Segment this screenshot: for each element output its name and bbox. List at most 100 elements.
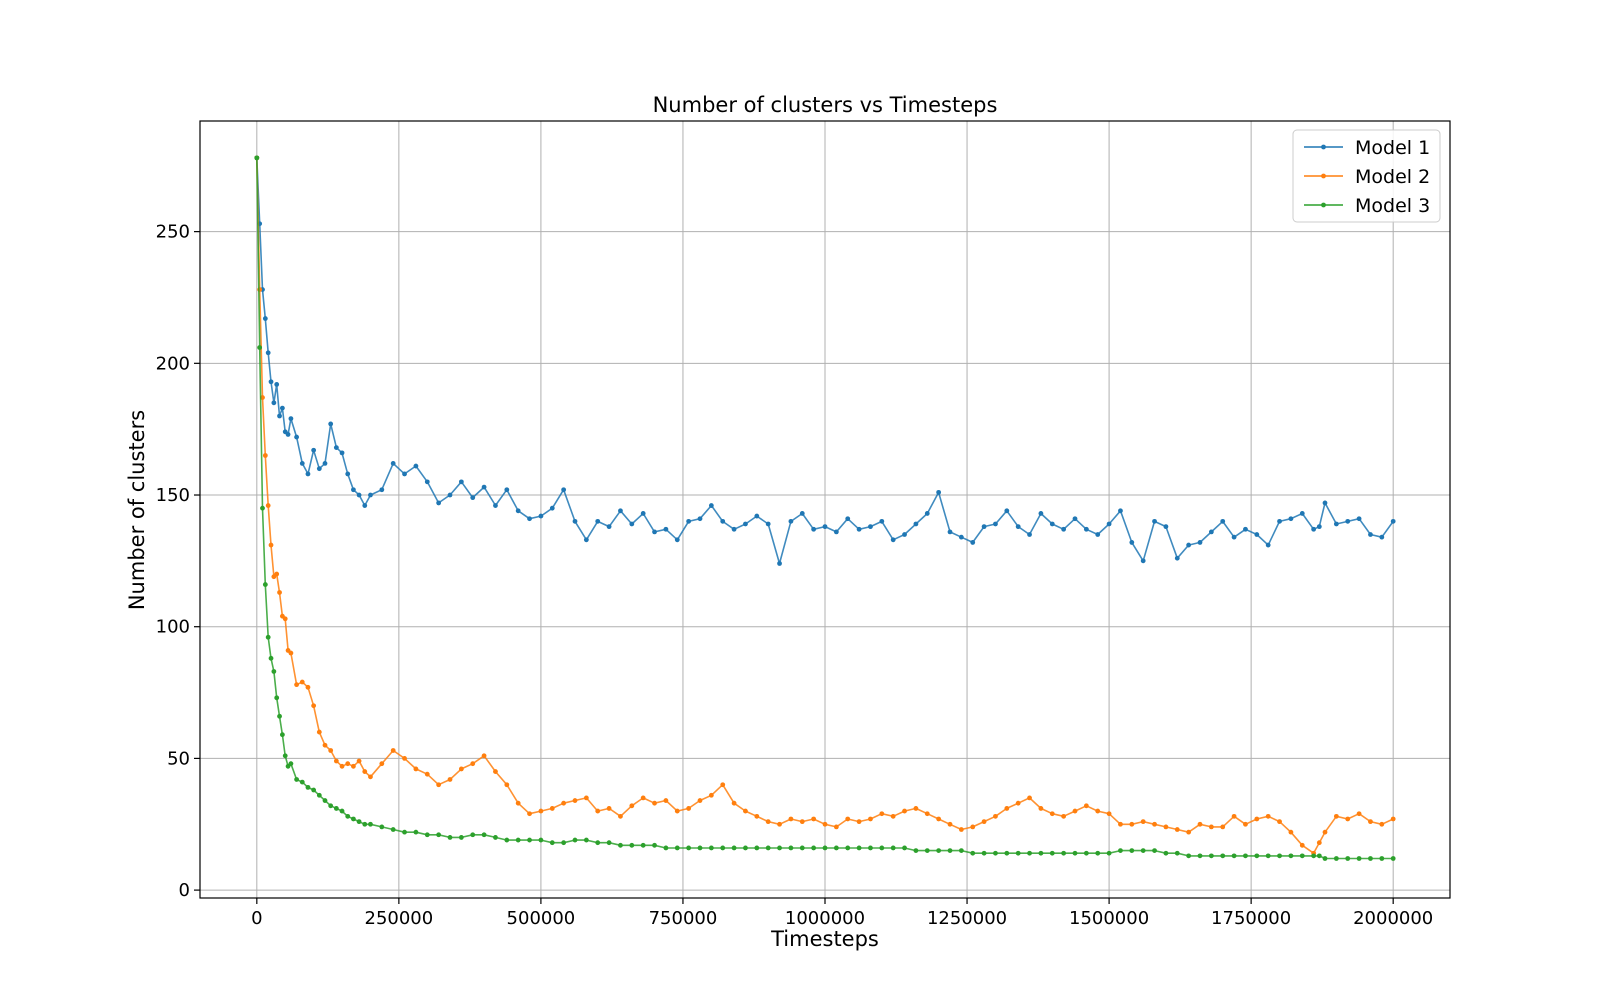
data-point	[697, 516, 703, 522]
data-point	[561, 840, 567, 846]
data-point	[1118, 821, 1123, 827]
data-point	[356, 492, 362, 498]
data-point	[305, 471, 311, 477]
data-point	[913, 848, 919, 853]
data-point	[285, 432, 291, 437]
data-point	[413, 829, 419, 835]
data-point	[629, 842, 635, 848]
data-point	[743, 808, 748, 814]
data-point	[1163, 824, 1169, 830]
data-point	[1106, 850, 1112, 856]
data-point	[845, 516, 851, 522]
data-point	[788, 518, 794, 524]
data-point	[458, 835, 464, 840]
legend: Model 1 Model 2 Model 3	[1292, 129, 1441, 223]
data-point	[1368, 532, 1373, 537]
data-point	[549, 806, 555, 811]
data-point	[265, 503, 271, 508]
data-point	[379, 487, 385, 493]
data-point	[1015, 800, 1021, 806]
data-point	[265, 350, 271, 356]
data-point	[822, 524, 828, 530]
data-point	[1265, 542, 1271, 548]
data-point	[1288, 853, 1294, 859]
data-point	[1038, 850, 1044, 856]
data-point	[333, 758, 339, 764]
data-point	[1333, 813, 1339, 819]
data-point	[424, 771, 430, 777]
data-point	[595, 518, 601, 524]
x-tick-label: 1000000	[785, 908, 865, 929]
data-point	[294, 434, 299, 440]
data-point	[663, 798, 669, 803]
data-point	[1208, 853, 1214, 859]
data-point	[1299, 853, 1305, 859]
legend-label: Model 3	[1355, 195, 1430, 217]
legend-swatch-marker	[1321, 144, 1326, 150]
data-point	[583, 837, 589, 843]
legend-box	[1292, 129, 1441, 223]
data-point	[1072, 850, 1078, 856]
data-point	[1333, 856, 1339, 861]
data-point	[924, 811, 930, 817]
data-point	[993, 521, 998, 527]
data-point	[527, 837, 532, 843]
data-point	[1049, 521, 1055, 527]
data-point	[277, 713, 282, 719]
data-point	[1118, 508, 1123, 514]
x-tick-label: 500000	[507, 908, 576, 929]
data-point	[663, 526, 669, 532]
data-point	[981, 850, 987, 856]
data-point	[311, 787, 317, 793]
data-point	[277, 590, 282, 595]
data-point	[271, 400, 277, 406]
data-point	[268, 379, 274, 385]
grid	[200, 121, 1450, 898]
x-tick-label: 750000	[649, 908, 718, 929]
data-point	[1152, 518, 1157, 524]
series-line	[256, 157, 1394, 860]
data-point	[947, 529, 953, 535]
data-point	[368, 774, 373, 780]
data-point	[1174, 827, 1180, 832]
data-point	[1220, 853, 1226, 859]
data-point	[936, 848, 942, 853]
data-point	[1083, 803, 1089, 809]
data-point	[351, 816, 356, 822]
data-point	[856, 819, 862, 825]
data-point	[1288, 829, 1294, 835]
data-point	[345, 761, 351, 767]
data-point	[924, 848, 930, 853]
data-point	[470, 832, 476, 838]
data-point	[958, 848, 964, 853]
data-point	[754, 845, 760, 851]
data-point	[288, 761, 294, 767]
data-point	[390, 461, 396, 466]
data-point	[268, 655, 274, 661]
data-point	[288, 416, 294, 422]
series-line	[256, 157, 1394, 855]
data-point	[731, 845, 737, 851]
data-point	[402, 829, 407, 835]
data-point	[1379, 856, 1385, 861]
data-point	[788, 845, 794, 851]
data-point	[879, 845, 885, 851]
data-point	[333, 445, 339, 451]
data-point	[720, 845, 726, 851]
data-point	[390, 827, 396, 832]
x-tick-label: 2000000	[1353, 908, 1433, 929]
data-point	[1106, 521, 1112, 527]
data-point	[583, 795, 589, 801]
data-point	[339, 450, 345, 456]
data-point	[754, 513, 760, 519]
series-3	[254, 155, 1396, 861]
data-point	[1072, 808, 1078, 814]
data-point	[379, 824, 385, 830]
data-point	[1095, 850, 1101, 856]
data-point	[1038, 511, 1044, 516]
data-point	[652, 842, 657, 848]
data-point	[799, 819, 805, 825]
data-point	[277, 413, 282, 419]
data-point	[1316, 524, 1322, 530]
